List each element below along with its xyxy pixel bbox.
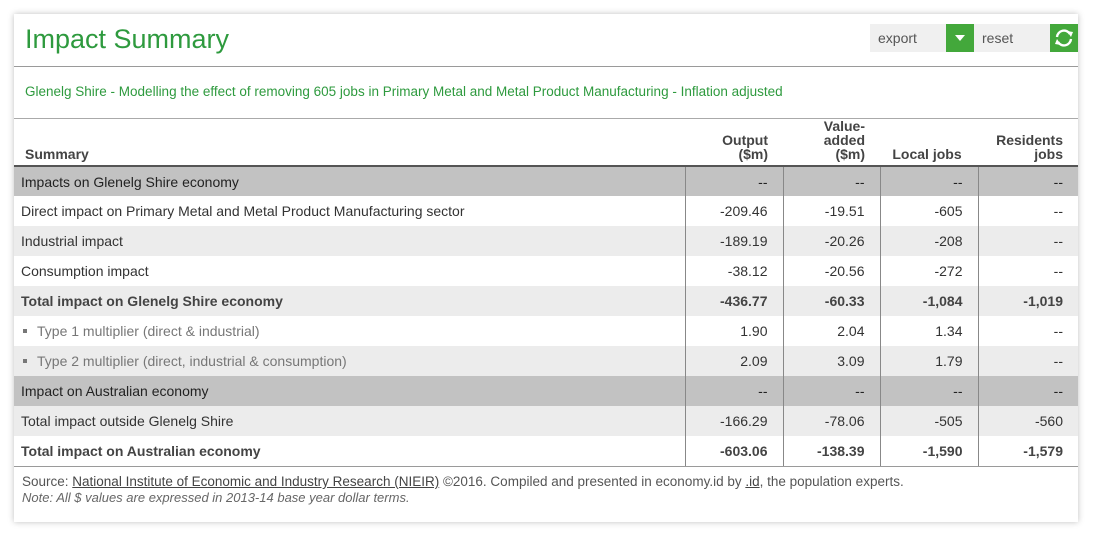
cell-output: 1.90 bbox=[684, 316, 783, 346]
impact-table: Summary Output ($m) Value-added ($m) Loca… bbox=[14, 118, 1078, 467]
table-row: Total impact on Glenelg Shire economy -4… bbox=[14, 286, 1078, 316]
table-row: Impacts on Glenelg Shire economy -- -- -… bbox=[14, 166, 1078, 196]
cell-output: -436.77 bbox=[684, 286, 783, 316]
row-label: Type 1 multiplier (direct & industrial) bbox=[14, 316, 685, 346]
cell-output: -209.46 bbox=[684, 196, 783, 226]
cell-output: -38.12 bbox=[684, 256, 783, 286]
cell-local-jobs: -- bbox=[879, 376, 978, 406]
cell-residents-jobs: -- bbox=[977, 346, 1078, 376]
cell-value-added: 3.09 bbox=[782, 346, 880, 376]
cell-local-jobs: -505 bbox=[879, 406, 978, 436]
table-row: Direct impact on Primary Metal and Metal… bbox=[14, 196, 1078, 226]
cell-residents-jobs: -560 bbox=[977, 406, 1078, 436]
col-header-residents-jobs: Residents jobs bbox=[978, 118, 1078, 167]
cell-local-jobs: 1.34 bbox=[879, 316, 978, 346]
impact-summary-panel: Impact Summary export reset Glenelg Shir… bbox=[14, 14, 1078, 522]
header-divider bbox=[14, 66, 1078, 67]
cell-output: 2.09 bbox=[684, 346, 783, 376]
cell-value-added: -20.56 bbox=[782, 256, 880, 286]
cell-local-jobs: -1,084 bbox=[879, 286, 978, 316]
page-title: Impact Summary bbox=[25, 24, 230, 54]
cell-value-added: -60.33 bbox=[782, 286, 880, 316]
cell-output: -166.29 bbox=[684, 406, 783, 436]
id-link[interactable]: .id bbox=[745, 474, 760, 489]
row-label: Total impact outside Glenelg Shire bbox=[14, 406, 685, 436]
cell-output: -189.19 bbox=[684, 226, 783, 256]
table-header-row: Summary Output ($m) Value-added ($m) Loca… bbox=[14, 118, 1078, 167]
nieir-link[interactable]: National Institute of Economic and Indus… bbox=[72, 474, 440, 489]
row-label: Industrial impact bbox=[14, 226, 685, 256]
table-row: Total impact outside Glenelg Shire -166.… bbox=[14, 406, 1078, 436]
cell-residents-jobs: -- bbox=[977, 316, 1078, 346]
table-row: Impact on Australian economy -- -- -- -- bbox=[14, 376, 1078, 406]
cell-local-jobs: 1.79 bbox=[879, 346, 978, 376]
row-label: Total impact on Australian economy bbox=[14, 436, 685, 467]
cell-value-added: -78.06 bbox=[782, 406, 880, 436]
subtitle: Glenelg Shire - Modelling the effect of … bbox=[25, 84, 783, 99]
cell-value-added: 2.04 bbox=[782, 316, 880, 346]
toolbar: export reset bbox=[870, 24, 1078, 52]
source-line: Source: National Institute of Economic a… bbox=[22, 474, 904, 489]
cell-value-added: -- bbox=[782, 376, 880, 406]
table-row: Total impact on Australian economy -603.… bbox=[14, 436, 1078, 467]
cell-value-added: -138.39 bbox=[782, 436, 880, 467]
cell-local-jobs: -- bbox=[879, 166, 978, 196]
cell-residents-jobs: -- bbox=[977, 256, 1078, 286]
cell-local-jobs: -272 bbox=[879, 256, 978, 286]
row-label: Impacts on Glenelg Shire economy bbox=[14, 166, 685, 196]
bullet-icon bbox=[23, 329, 27, 334]
cell-local-jobs: -605 bbox=[879, 196, 978, 226]
row-label: Consumption impact bbox=[14, 256, 685, 286]
caret-down-icon bbox=[955, 35, 965, 41]
cell-local-jobs: -1,590 bbox=[879, 436, 978, 467]
row-label: Type 2 multiplier (direct, industrial & … bbox=[14, 346, 685, 376]
table-row: Type 2 multiplier (direct, industrial & … bbox=[14, 346, 1078, 376]
table-row: Type 1 multiplier (direct & industrial) … bbox=[14, 316, 1078, 346]
col-header-local-jobs: Local jobs bbox=[880, 118, 978, 167]
reset-button[interactable] bbox=[1050, 24, 1078, 52]
row-label: Direct impact on Primary Metal and Metal… bbox=[14, 196, 685, 226]
source-footer: Source: National Institute of Economic a… bbox=[22, 474, 904, 506]
cell-residents-jobs: -1,019 bbox=[977, 286, 1078, 316]
note-text: Note: All $ values are expressed in 2013… bbox=[22, 490, 410, 505]
cell-residents-jobs: -- bbox=[977, 376, 1078, 406]
cell-value-added: -- bbox=[782, 166, 880, 196]
reset-label[interactable]: reset bbox=[974, 24, 1050, 52]
cell-residents-jobs: -1,579 bbox=[977, 436, 1078, 467]
row-label: Total impact on Glenelg Shire economy bbox=[14, 286, 685, 316]
refresh-icon bbox=[1055, 29, 1073, 47]
export-label[interactable]: export bbox=[870, 24, 946, 52]
cell-output: -- bbox=[684, 376, 783, 406]
export-button[interactable] bbox=[946, 24, 974, 52]
table-row: Industrial impact -189.19 -20.26 -208 -- bbox=[14, 226, 1078, 256]
cell-value-added: -20.26 bbox=[782, 226, 880, 256]
col-header-value-added: Value-added ($m) bbox=[783, 118, 880, 167]
cell-local-jobs: -208 bbox=[879, 226, 978, 256]
col-header-summary: Summary bbox=[14, 118, 685, 167]
bullet-icon bbox=[23, 359, 27, 364]
cell-output: -- bbox=[684, 166, 783, 196]
table-row: Consumption impact -38.12 -20.56 -272 -- bbox=[14, 256, 1078, 286]
cell-residents-jobs: -- bbox=[977, 166, 1078, 196]
cell-output: -603.06 bbox=[684, 436, 783, 467]
row-label: Impact on Australian economy bbox=[14, 376, 685, 406]
col-header-output: Output ($m) bbox=[685, 118, 783, 167]
cell-value-added: -19.51 bbox=[782, 196, 880, 226]
cell-residents-jobs: -- bbox=[977, 226, 1078, 256]
cell-residents-jobs: -- bbox=[977, 196, 1078, 226]
